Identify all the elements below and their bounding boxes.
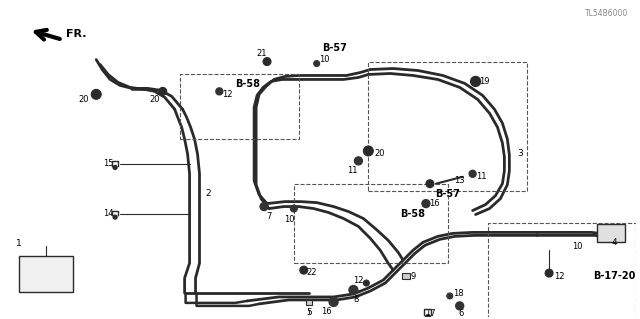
Text: B-57: B-57	[322, 43, 347, 53]
Text: 16: 16	[321, 307, 332, 316]
Text: 2: 2	[205, 189, 211, 198]
Bar	[180, 74, 299, 139]
Text: B-58: B-58	[235, 79, 260, 89]
Circle shape	[351, 288, 356, 292]
Circle shape	[260, 203, 268, 211]
Circle shape	[355, 157, 362, 165]
Circle shape	[332, 300, 336, 304]
Circle shape	[364, 146, 373, 156]
Text: 16: 16	[429, 199, 440, 208]
Circle shape	[329, 297, 338, 306]
Text: 6: 6	[458, 309, 463, 318]
Bar	[306, 300, 312, 305]
Circle shape	[458, 304, 461, 308]
Circle shape	[426, 315, 430, 319]
Circle shape	[218, 90, 221, 93]
Text: 20: 20	[78, 95, 88, 104]
Bar	[596, 225, 625, 242]
Text: 22: 22	[307, 268, 317, 277]
Text: 10: 10	[572, 242, 582, 251]
Circle shape	[356, 159, 360, 163]
Text: 12: 12	[222, 90, 232, 99]
Circle shape	[113, 215, 117, 219]
Text: 15: 15	[103, 160, 113, 168]
Circle shape	[545, 269, 553, 277]
Circle shape	[300, 266, 308, 274]
Circle shape	[470, 77, 481, 86]
Text: 9: 9	[410, 271, 415, 281]
Text: 7: 7	[266, 212, 272, 221]
Circle shape	[314, 61, 319, 67]
Text: B-58: B-58	[401, 209, 426, 219]
Bar	[369, 62, 527, 191]
Text: 21: 21	[257, 49, 268, 58]
Text: 8: 8	[354, 295, 359, 304]
Circle shape	[92, 89, 101, 99]
Bar	[402, 273, 410, 279]
Bar	[488, 223, 636, 318]
Text: 17: 17	[424, 309, 435, 318]
Text: 3: 3	[517, 149, 523, 159]
Circle shape	[422, 200, 430, 208]
Text: TL54B6000: TL54B6000	[585, 9, 628, 19]
Circle shape	[263, 58, 271, 65]
Circle shape	[426, 180, 434, 188]
Text: 19: 19	[479, 77, 490, 86]
Circle shape	[469, 170, 476, 177]
Circle shape	[456, 302, 463, 310]
Text: 20: 20	[374, 149, 385, 159]
Text: 13: 13	[454, 176, 465, 185]
Circle shape	[424, 202, 428, 205]
Text: 14: 14	[103, 209, 113, 218]
Text: 10: 10	[319, 55, 330, 64]
Text: 10: 10	[284, 215, 294, 224]
Text: 12: 12	[353, 276, 364, 285]
Circle shape	[349, 286, 358, 294]
Circle shape	[159, 87, 167, 95]
Text: B-57: B-57	[435, 189, 460, 199]
Text: 5: 5	[306, 308, 312, 317]
Text: 12: 12	[554, 271, 564, 281]
Circle shape	[113, 165, 117, 169]
Circle shape	[364, 280, 369, 286]
Circle shape	[262, 204, 266, 209]
Text: B-17-20: B-17-20	[593, 271, 636, 281]
Text: 11: 11	[476, 172, 487, 181]
Text: 11: 11	[347, 166, 358, 175]
Bar	[294, 184, 448, 263]
Circle shape	[291, 205, 298, 212]
Bar	[19, 256, 74, 292]
Circle shape	[447, 293, 452, 299]
Text: 4: 4	[612, 238, 618, 247]
Circle shape	[216, 88, 223, 95]
Text: FR.: FR.	[67, 29, 87, 39]
Circle shape	[471, 172, 474, 175]
Text: 18: 18	[453, 289, 464, 299]
Text: 1: 1	[16, 239, 22, 248]
Text: 20: 20	[150, 95, 160, 104]
